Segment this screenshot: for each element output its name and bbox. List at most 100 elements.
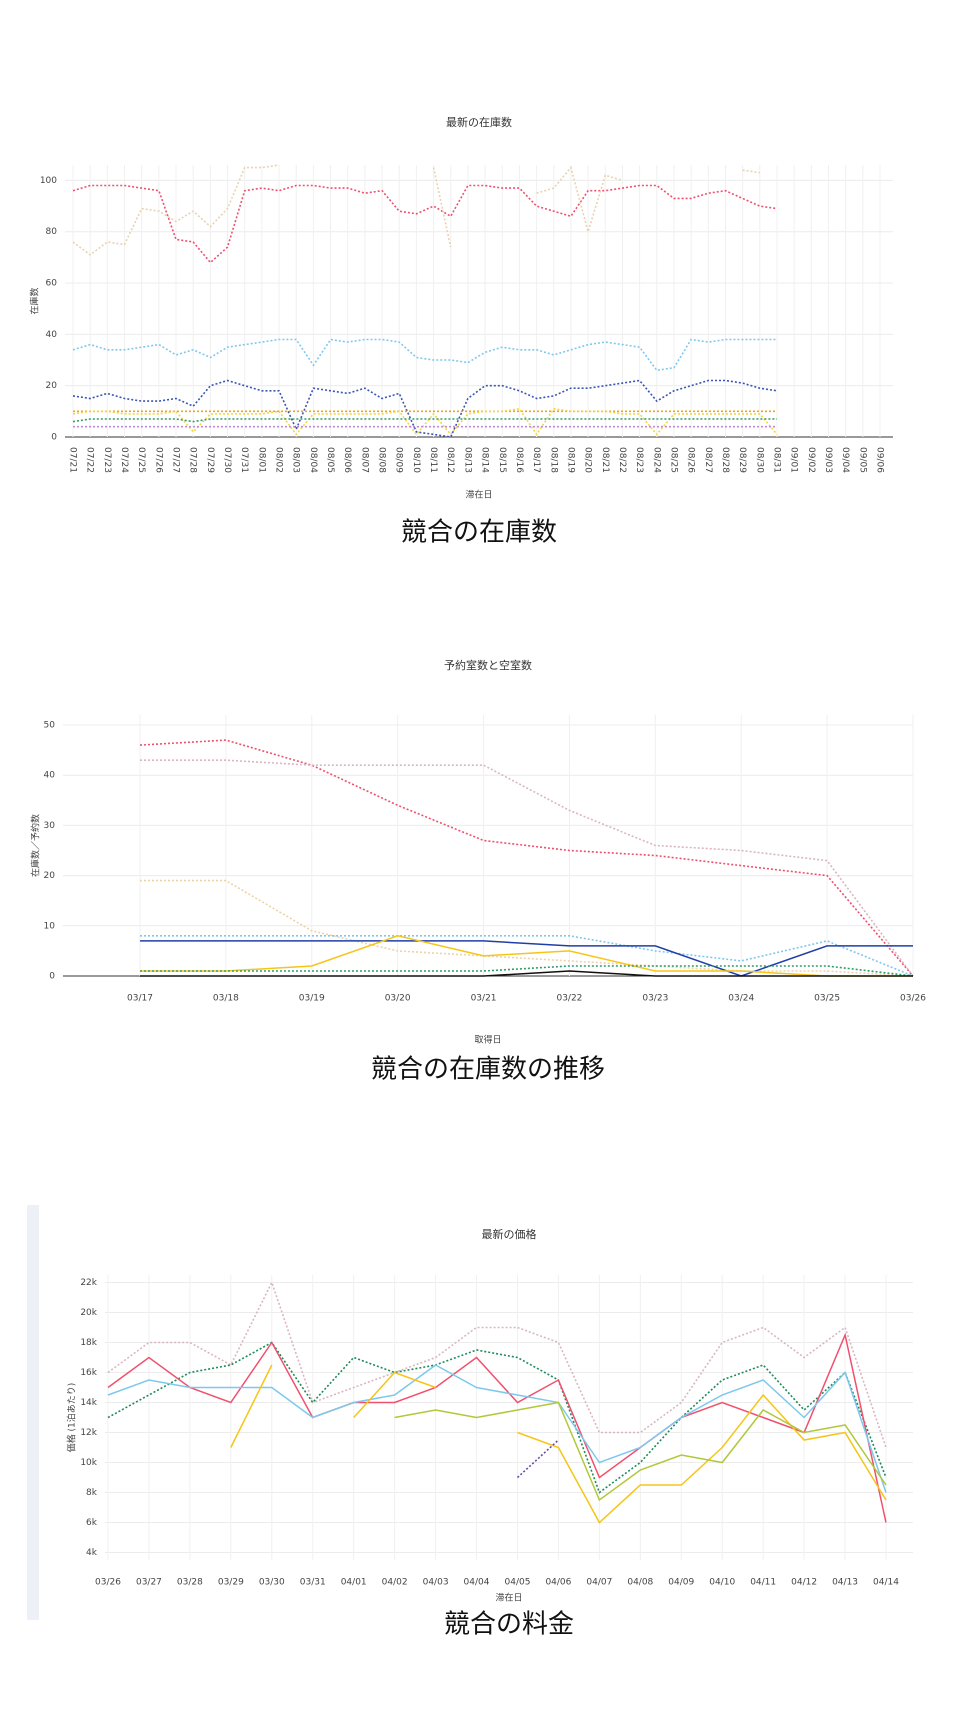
x-tick-label: 03/25 xyxy=(814,994,840,1004)
y-tick-label: 0 xyxy=(51,433,57,443)
x-tick-label: 08/23 xyxy=(634,447,644,473)
x-tick-label: 07/27 xyxy=(171,447,181,473)
x-tick-label: 03/30 xyxy=(259,1578,285,1588)
series-line xyxy=(72,338,777,372)
x-tick-label: 04/14 xyxy=(873,1578,899,1588)
x-tick-label: 03/24 xyxy=(728,994,754,1004)
y-tick-label: 12k xyxy=(80,1428,97,1438)
x-tick-label: 08/06 xyxy=(342,447,352,473)
x-tick-label: 07/23 xyxy=(102,447,112,473)
x-tick-label: 04/06 xyxy=(545,1578,571,1588)
x-tick-label: 07/25 xyxy=(136,447,146,473)
y-axis-title: 価格 (1泊あたり) xyxy=(66,1383,78,1453)
x-tick-label: 08/25 xyxy=(668,447,678,473)
x-tick-label: 08/07 xyxy=(359,447,369,473)
x-tick-label: 03/27 xyxy=(136,1578,162,1588)
x-tick-label: 04/03 xyxy=(423,1578,449,1588)
series-line xyxy=(140,965,914,977)
x-tick-label: 08/04 xyxy=(308,447,318,473)
x-tick-label: 08/09 xyxy=(394,447,404,473)
chart-title: 予約室数と空室数 xyxy=(444,658,532,672)
series-line xyxy=(394,1401,887,1502)
y-tick-label: 22k xyxy=(80,1278,97,1288)
x-tick-label: 08/10 xyxy=(411,447,421,473)
series-line xyxy=(140,759,914,977)
x-tick-label: 07/29 xyxy=(205,447,215,473)
x-tick-label: 04/02 xyxy=(382,1578,408,1588)
series-line xyxy=(140,970,913,977)
y-tick-label: 20k xyxy=(80,1308,97,1318)
y-tick-label: 80 xyxy=(46,227,58,237)
x-tick-label: 04/11 xyxy=(750,1578,776,1588)
x-tick-label: 08/13 xyxy=(462,447,472,473)
x-tick-label: 08/22 xyxy=(617,447,627,473)
series-line xyxy=(72,407,778,436)
x-tick-label: 09/02 xyxy=(806,447,816,473)
x-tick-label: 09/06 xyxy=(875,447,885,473)
x-tick-label: 03/28 xyxy=(177,1578,203,1588)
y-tick-label: 6k xyxy=(86,1518,98,1528)
x-tick-label: 03/26 xyxy=(900,994,926,1004)
y-tick-label: 10 xyxy=(44,921,56,931)
x-tick-label: 03/23 xyxy=(642,994,668,1004)
x-tick-label: 09/05 xyxy=(857,447,867,473)
y-tick-label: 30 xyxy=(44,821,56,831)
x-tick-label: 03/26 xyxy=(95,1578,121,1588)
y-tick-label: 60 xyxy=(46,279,58,289)
y-tick-label: 20 xyxy=(46,381,58,391)
x-tick-label: 08/14 xyxy=(480,447,490,473)
series-line xyxy=(230,1364,887,1524)
x-tick-label: 08/01 xyxy=(256,447,266,473)
y-tick-label: 18k xyxy=(80,1338,97,1348)
y-tick-label: 16k xyxy=(80,1368,97,1378)
series-line xyxy=(72,379,778,438)
series-line xyxy=(72,164,760,256)
series-line xyxy=(72,418,777,423)
x-tick-label: 07/22 xyxy=(85,447,95,473)
chart-title: 最新の価格 xyxy=(482,1227,537,1241)
series-line xyxy=(139,739,914,977)
x-tick-label: 03/31 xyxy=(300,1578,326,1588)
caption: 競合の在庫数 xyxy=(401,518,557,548)
y-tick-label: 0 xyxy=(49,972,55,982)
x-tick-label: 04/12 xyxy=(791,1578,817,1588)
x-tick-label: 04/01 xyxy=(341,1578,367,1588)
x-axis-title: 滞在日 xyxy=(495,1592,522,1604)
x-tick-label: 08/21 xyxy=(600,447,610,473)
x-tick-label: 08/16 xyxy=(514,447,524,473)
x-tick-label: 04/10 xyxy=(709,1578,735,1588)
x-tick-label: 08/31 xyxy=(771,447,781,473)
x-tick-label: 04/09 xyxy=(668,1578,694,1588)
x-tick-label: 08/28 xyxy=(720,447,730,473)
x-tick-label: 07/30 xyxy=(222,447,232,473)
x-tick-label: 07/24 xyxy=(119,447,129,473)
x-tick-label: 08/05 xyxy=(325,447,335,473)
y-tick-label: 40 xyxy=(44,771,56,781)
x-tick-label: 08/12 xyxy=(445,447,455,473)
x-tick-label: 03/22 xyxy=(556,994,582,1004)
y-tick-label: 4k xyxy=(86,1548,98,1558)
y-tick-label: 40 xyxy=(46,330,58,340)
x-tick-label: 08/27 xyxy=(703,447,713,473)
chart-title: 最新の在庫数 xyxy=(446,115,512,129)
series-line xyxy=(516,1439,559,1479)
y-axis-title: 在庫数／予約数 xyxy=(30,814,42,877)
series-line xyxy=(140,935,914,977)
x-tick-label: 04/13 xyxy=(832,1578,858,1588)
x-tick-label: 04/07 xyxy=(586,1578,612,1588)
x-tick-label: 03/21 xyxy=(471,994,497,1004)
x-tick-label: 03/18 xyxy=(213,994,239,1004)
x-tick-label: 09/04 xyxy=(840,447,850,473)
series-line xyxy=(107,1341,887,1494)
x-tick-label: 08/19 xyxy=(565,447,575,473)
x-tick-label: 03/17 xyxy=(127,994,153,1004)
series-line xyxy=(107,1280,887,1448)
x-tick-label: 04/04 xyxy=(464,1578,490,1588)
y-tick-label: 8k xyxy=(86,1488,98,1498)
x-tick-label: 08/18 xyxy=(548,447,558,473)
x-tick-label: 08/26 xyxy=(686,447,696,473)
x-tick-label: 08/17 xyxy=(531,447,541,473)
x-tick-label: 08/30 xyxy=(754,447,764,473)
x-tick-label: 08/24 xyxy=(651,447,661,473)
